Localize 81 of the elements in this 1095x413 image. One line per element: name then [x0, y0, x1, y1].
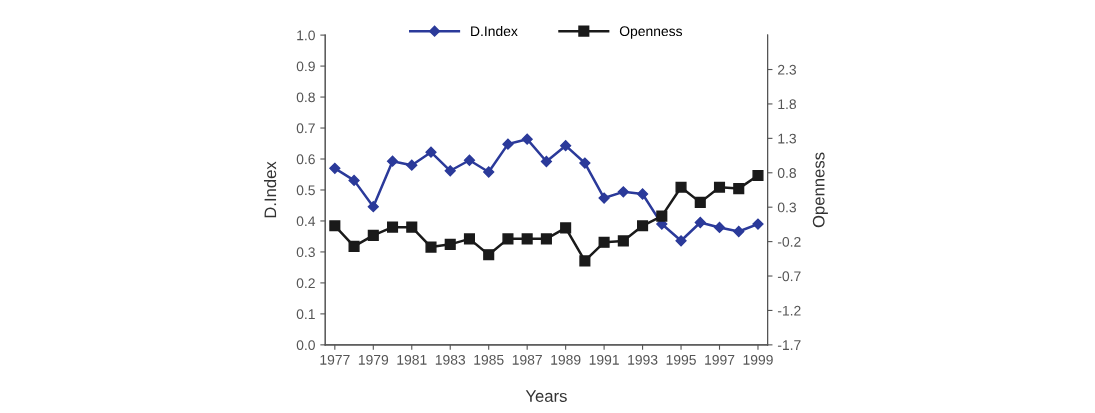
point [348, 240, 360, 252]
point [675, 181, 687, 193]
y-tick-label: 0.0 [296, 340, 315, 351]
point [329, 162, 341, 174]
y2-tick-label: -1.2 [777, 305, 801, 316]
y2-tick-label: -0.2 [777, 236, 801, 247]
point [444, 238, 456, 250]
point [329, 220, 341, 232]
x-tick-label: 1999 [743, 354, 773, 365]
y2-tick-label: -1.7 [777, 340, 801, 350]
legend-label: D.Index [471, 25, 518, 37]
point [425, 146, 437, 158]
x-tick-label: 1985 [474, 354, 504, 365]
x-axis-title: Years [525, 390, 567, 402]
point [406, 159, 418, 171]
point [425, 241, 437, 253]
point [463, 233, 476, 245]
point [675, 235, 687, 247]
point [617, 235, 629, 247]
x-tick-label: 1987 [512, 354, 542, 365]
point [560, 140, 572, 152]
point [502, 138, 514, 150]
point [521, 133, 533, 145]
point [502, 233, 514, 245]
point [752, 169, 764, 182]
y-tick-label: 0.3 [296, 247, 315, 258]
y-axis-title: D.Index [263, 161, 277, 218]
y-tick-label: 0.9 [296, 61, 315, 72]
y-tick-label: 0.6 [296, 154, 315, 165]
y-tick-label: 0.8 [296, 92, 315, 103]
point [386, 155, 399, 167]
y-tick-label: 0.4 [296, 216, 316, 227]
point [463, 154, 476, 166]
point [579, 157, 591, 169]
x-tick-label: 1995 [666, 354, 696, 365]
point [348, 174, 360, 186]
y2-axis-title: Openness [812, 152, 828, 228]
x-tick-label: 1991 [589, 354, 619, 365]
x-tick-label: 1981 [397, 354, 427, 365]
y-tick-label: 0.5 [296, 185, 315, 196]
x-tick-label: 1993 [628, 354, 658, 365]
legend-label: Openness [619, 26, 683, 39]
point [733, 183, 745, 195]
point [386, 221, 399, 233]
x-tick-label: 1989 [551, 354, 581, 365]
point [483, 166, 495, 178]
y-tick-label: 1.0 [297, 30, 315, 41]
point [733, 225, 745, 238]
point [656, 210, 668, 222]
point [713, 181, 726, 193]
point [694, 216, 706, 229]
y-tick-label: 0.2 [296, 278, 315, 289]
point [598, 236, 610, 248]
point [540, 233, 552, 245]
point [406, 221, 418, 233]
point [367, 201, 379, 213]
point [444, 165, 456, 177]
point [483, 249, 495, 261]
point [367, 229, 379, 241]
point [617, 186, 629, 198]
point [694, 196, 706, 208]
y2-tick-label: 0.8 [777, 168, 797, 178]
y2-tick-label: 1.8 [778, 99, 797, 110]
point [637, 220, 649, 232]
x-tick-label: 1983 [435, 354, 466, 365]
point [636, 188, 649, 200]
y-tick-label: 0.1 [296, 309, 315, 320]
point [713, 221, 726, 234]
point [560, 222, 572, 234]
x-tick-label: 1997 [705, 354, 735, 365]
y2-tick-label: -0.7 [777, 271, 801, 282]
y2-tick-label: 1.3 [778, 133, 797, 144]
y-tick-label: 0.7 [296, 123, 315, 134]
x-tick-label: 1979 [358, 354, 389, 365]
point [521, 233, 533, 245]
point [540, 155, 553, 168]
x-tick-label: 1977 [320, 354, 350, 365]
point [598, 192, 610, 204]
y2-tick-label: 2.3 [778, 64, 797, 75]
point [579, 255, 591, 267]
y2-tick-label: 0.3 [777, 202, 797, 213]
